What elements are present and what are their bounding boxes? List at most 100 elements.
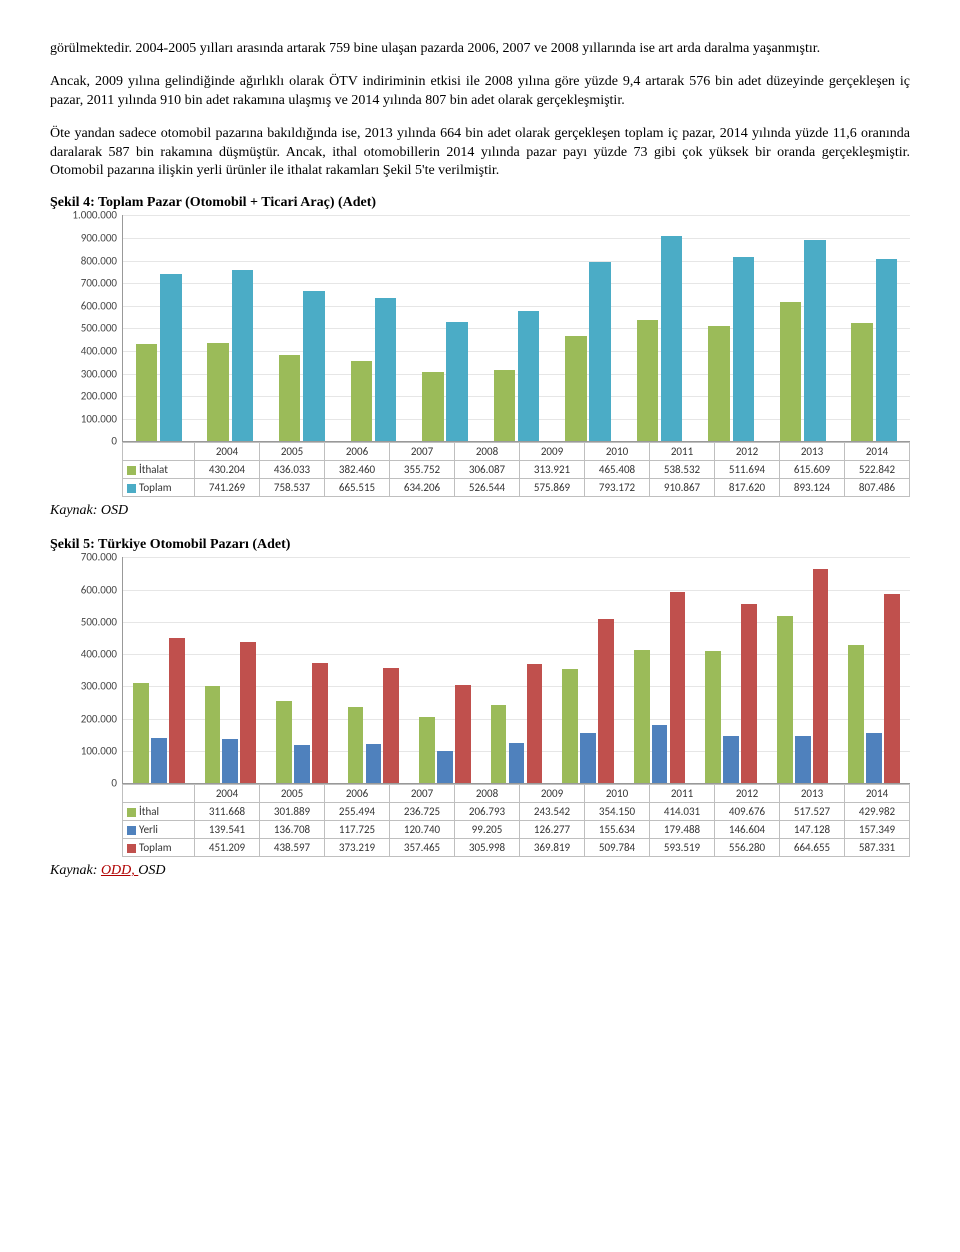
bar [312,663,328,783]
bar [876,259,897,441]
data-cell: 538.532 [650,461,715,479]
data-cell: 509.784 [585,839,650,857]
bar [670,592,686,784]
bar [598,619,614,784]
y-axis-label: 300.000 [53,680,117,693]
bar [232,270,253,441]
series-name: Toplam [139,841,172,854]
data-cell: 817.620 [715,479,780,497]
data-cell: 354.150 [585,803,650,821]
data-cell: 99.205 [455,821,520,839]
data-cell: 206.793 [455,803,520,821]
legend-swatch [127,844,136,853]
bar [813,569,829,784]
category-label: 2012 [715,443,780,461]
y-axis-label: 800.000 [53,254,117,267]
bar [589,262,610,441]
bar [136,344,157,441]
source-tail: OSD [138,863,165,878]
data-cell: 526.544 [455,479,520,497]
category-label: 2014 [845,443,910,461]
data-cell: 893.124 [780,479,845,497]
bar [222,739,238,783]
figure-5-plot-area: 0100.000200.000300.000400.000500.000600.… [122,557,910,784]
bar [851,323,872,441]
figure-4-chart: 0100.000200.000300.000400.000500.000600.… [50,215,910,497]
bar [351,361,372,441]
legend-swatch [127,484,136,493]
bar [205,686,221,783]
figure-4-data-table: 2004200520062007200820092010201120122013… [122,442,910,497]
y-axis-label: 700.000 [53,277,117,290]
y-axis-label: 300.000 [53,367,117,380]
bar [741,604,757,784]
data-cell: 522.842 [845,461,910,479]
bar [705,651,721,783]
category-label: 2009 [520,785,585,803]
bar [723,736,739,783]
bar [169,638,185,784]
bar [634,650,650,784]
figure-5-data-table: 2004200520062007200820092010201120122013… [122,784,910,857]
figure-5-chart: 0100.000200.000300.000400.000500.000600.… [50,557,910,857]
source-label: Kaynak: [50,863,101,878]
data-cell: 305.998 [455,839,520,857]
bar [780,302,801,441]
figure-4-source: Kaynak: OSD [50,503,910,519]
y-axis-label: 1.000.000 [53,209,117,222]
data-cell: 664.655 [780,839,845,857]
series-name: Yerli [139,823,158,836]
bar [652,725,668,783]
category-label: 2006 [325,443,390,461]
legend-swatch [127,826,136,835]
data-cell: 382.460 [325,461,390,479]
figure-5-title: Şekil 5: Türkiye Otomobil Pazarı (Adet) [50,537,910,553]
data-cell: 807.486 [845,479,910,497]
bar [565,336,586,441]
category-label: 2005 [260,443,325,461]
data-cell: 146.604 [715,821,780,839]
data-cell: 306.087 [455,461,520,479]
data-cell: 255.494 [325,803,390,821]
data-cell: 587.331 [845,839,910,857]
category-label: 2009 [520,443,585,461]
y-axis-label: 600.000 [53,299,117,312]
data-cell: 438.597 [260,839,325,857]
bar [294,745,310,783]
source-insert: ODD, [101,863,138,878]
intro-paragraph: görülmektedir. 2004-2005 yılları arasınd… [50,40,910,59]
y-axis-label: 200.000 [53,712,117,725]
bar [661,236,682,442]
y-axis-label: 500.000 [53,322,117,335]
category-label: 2007 [390,443,455,461]
category-label: 2004 [195,785,260,803]
data-cell: 793.172 [585,479,650,497]
y-axis-label: 200.000 [53,390,117,403]
data-cell: 665.515 [325,479,390,497]
figure-5-source: Kaynak: ODD, OSD [50,863,910,879]
bar [777,616,793,783]
category-label: 2007 [390,785,455,803]
y-axis-label: 700.000 [53,551,117,564]
y-axis-label: 900.000 [53,231,117,244]
bar [279,355,300,441]
data-cell: 465.408 [585,461,650,479]
category-label: 2008 [455,443,520,461]
category-label: 2010 [585,785,650,803]
intro-paragraph: Ancak, 2009 yılına gelindiğinde ağırlıkl… [50,73,910,111]
data-cell: 575.869 [520,479,585,497]
data-cell: 910.867 [650,479,715,497]
bar [580,733,596,783]
figure-4-plot-area: 0100.000200.000300.000400.000500.000600.… [122,215,910,442]
data-cell: 357.465 [390,839,455,857]
bar [733,257,754,442]
bar [494,370,515,441]
data-cell: 409.676 [715,803,780,821]
data-cell: 311.668 [195,803,260,821]
bar [419,717,435,784]
bar [446,322,467,441]
figure-4-title: Şekil 4: Toplam Pazar (Otomobil + Ticari… [50,195,910,211]
bar [884,594,900,784]
bar [866,733,882,784]
bar [207,343,228,442]
